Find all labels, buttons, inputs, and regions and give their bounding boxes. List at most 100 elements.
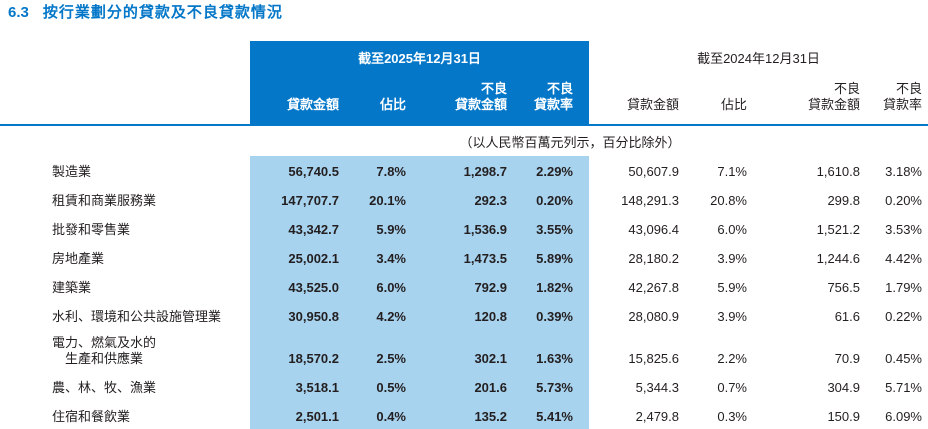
column-header-line2: 貸款金額: [626, 97, 679, 112]
npl-ratio-2024: 1.79%: [885, 280, 922, 295]
loan-amount-2024: 2,479.8: [635, 409, 679, 424]
column-headers: 貸款金額 佔比 不良 貸款金額 不良 貸款率 貸款金額 佔比 不良 貸款金額 不良 貸款率: [0, 81, 928, 124]
npl-ratio-2025: 1.63%: [536, 351, 573, 366]
npl-amount-2024: 1,244.6: [816, 251, 860, 266]
column-header-npl-amount-2024: 不良 貸款金額: [747, 81, 860, 124]
industry-label-line: 住宿和餐飲業: [52, 409, 131, 424]
column-header-line1: 不良: [895, 81, 922, 96]
loan-amount-2024: 15,825.6: [628, 351, 679, 366]
proportion-2024: 0.3%: [717, 409, 747, 424]
loan-amount-2025: 56,740.5: [288, 164, 339, 179]
column-header-line2: 貸款率: [533, 97, 573, 112]
industry-label: 房地產業: [0, 251, 250, 272]
npl-ratio-2025: 5.89%: [536, 251, 573, 266]
npl-amount-2025: 1,536.9: [463, 222, 507, 237]
loan-amount-2024: 43,096.4: [628, 222, 679, 237]
npl-ratio-2025: 2.29%: [536, 164, 573, 179]
npl-amount-2025: 135.2: [474, 409, 507, 424]
column-header-line1: 不良: [480, 81, 507, 96]
values-2025: 2,501.1 0.4% 135.2 5.41%: [250, 401, 589, 429]
industry-label: 農、林、牧、漁業: [0, 380, 250, 401]
values-2024: 5,344.3 0.7% 304.9 5.71%: [589, 372, 928, 401]
proportion-2024: 2.2%: [717, 351, 747, 366]
npl-ratio-2025: 5.41%: [536, 409, 573, 424]
npl-amount-2024: 304.9: [827, 380, 860, 395]
proportion-2024: 7.1%: [717, 164, 747, 179]
npl-amount-2025: 120.8: [474, 309, 507, 324]
industry-label-line: 建築業: [52, 280, 92, 295]
table-row: 電力、燃氣及水的 生產和供應業 18,570.2 2.5% 302.1 1.63% 15,8…: [0, 330, 928, 372]
period-header-2025: 截至2025年12月31日: [358, 51, 481, 66]
npl-ratio-2025: 1.82%: [536, 280, 573, 295]
npl-ratio-2025: 5.73%: [536, 380, 573, 395]
values-2024: 42,267.8 5.9% 756.5 1.79%: [589, 272, 928, 301]
unit-note-row: （以人民幣百萬元列示，百分比除外）: [0, 126, 928, 156]
values-2025: 30,950.8 4.2% 120.8 0.39%: [250, 301, 589, 330]
npl-ratio-2025: 3.55%: [536, 222, 573, 237]
npl-amount-2024: 1,521.2: [816, 222, 860, 237]
npl-ratio-2024: 6.09%: [885, 409, 922, 424]
loan-amount-2024: 50,607.9: [628, 164, 679, 179]
industry-label-line: 租賃和商業服務業: [52, 193, 157, 208]
industry-label-line: 水利、環境和公共設施管理業: [52, 309, 222, 324]
table-row: 住宿和餐飲業 2,501.1 0.4% 135.2 5.41% 2,479.8 0.3% 15…: [0, 401, 928, 429]
column-header-proportion-2024: 佔比: [679, 81, 747, 124]
npl-amount-2024: 61.6: [834, 309, 860, 324]
column-header-line2: 貸款金額: [286, 97, 339, 112]
values-2025: 25,002.1 3.4% 1,473.5 5.89%: [250, 243, 589, 272]
loan-amount-2025: 25,002.1: [288, 251, 339, 266]
values-2025: 3,518.1 0.5% 201.6 5.73%: [250, 372, 589, 401]
column-header-line2: 佔比: [720, 97, 747, 112]
loan-amount-2024: 28,180.2: [628, 251, 679, 266]
values-2024: 15,825.6 2.2% 70.9 0.45%: [589, 330, 928, 372]
label-column-spacer: [0, 81, 250, 124]
column-header-line2: 佔比: [379, 97, 406, 112]
npl-ratio-2024: 0.22%: [885, 309, 922, 324]
industry-label: 住宿和餐飲業: [0, 409, 250, 429]
industry-label-line: 房地產業: [52, 251, 105, 266]
values-2025: 147,707.7 20.1% 292.3 0.20%: [250, 185, 589, 214]
loan-amount-2025: 18,570.2: [288, 351, 339, 366]
npl-ratio-2024: 0.45%: [885, 351, 922, 366]
proportion-2025: 2.5%: [376, 351, 406, 366]
table-row: 租賃和商業服務業 147,707.7 20.1% 292.3 0.20% 148,291.…: [0, 185, 928, 214]
values-2024: 2,479.8 0.3% 150.9 6.09%: [589, 401, 928, 429]
column-header-line1: 不良: [833, 81, 860, 96]
loan-amount-2024: 148,291.3: [621, 193, 679, 208]
values-2024: 28,080.9 3.9% 61.6 0.22%: [589, 301, 928, 330]
column-header-line2: 貸款率: [882, 97, 922, 112]
table-header: 截至2025年12月31日 截至2024年12月31日 貸款金額 佔比 不良 貸款金額…: [0, 41, 928, 124]
table-row: 批發和零售業 43,342.7 5.9% 1,536.9 3.55% 43,096.4 6.…: [0, 214, 928, 243]
proportion-2025: 0.5%: [376, 380, 406, 395]
column-header-npl-amount-2025: 不良 貸款金額: [406, 81, 507, 124]
table-row: 水利、環境和公共設施管理業 30,950.8 4.2% 120.8 0.39% 28,08…: [0, 301, 928, 330]
section-title: 6.3 按行業劃分的貸款及不良貸款情況: [0, 0, 928, 41]
period-header-2024: 截至2024年12月31日: [697, 51, 820, 66]
npl-amount-2025: 1,473.5: [463, 251, 507, 266]
npl-amount-2025: 302.1: [474, 351, 507, 366]
unit-note: （以人民幣百萬元列示，百分比除外）: [459, 134, 681, 150]
column-header-line2: 貸款金額: [807, 97, 860, 112]
industry-label: 水利、環境和公共設施管理業: [0, 309, 250, 330]
loan-amount-2025: 43,525.0: [288, 280, 339, 295]
industry-label-line: 製造業: [52, 164, 92, 179]
npl-ratio-2025: 0.39%: [536, 309, 573, 324]
npl-amount-2024: 70.9: [834, 351, 860, 366]
npl-amount-2024: 1,610.8: [816, 164, 860, 179]
industry-label-line: 電力、燃氣及水的: [52, 335, 157, 350]
values-2024: 50,607.9 7.1% 1,610.8 3.18%: [589, 156, 928, 185]
npl-amount-2024: 150.9: [827, 409, 860, 424]
loans-by-industry-table: 截至2025年12月31日 截至2024年12月31日 貸款金額 佔比 不良 貸款金額…: [0, 41, 928, 429]
proportion-2025: 6.0%: [376, 280, 406, 295]
proportion-2024: 20.8%: [710, 193, 747, 208]
table-row: 房地產業 25,002.1 3.4% 1,473.5 5.89% 28,180.2 3.9%…: [0, 243, 928, 272]
industry-label: 批發和零售業: [0, 222, 250, 243]
values-2025: 43,525.0 6.0% 792.9 1.82%: [250, 272, 589, 301]
loan-amount-2024: 5,344.3: [635, 380, 679, 395]
values-2025: 56,740.5 7.8% 1,298.7 2.29%: [250, 156, 589, 185]
loan-amount-2024: 28,080.9: [628, 309, 679, 324]
column-header-line1: 不良: [546, 81, 573, 96]
industry-label-line: 批發和零售業: [52, 222, 131, 237]
column-header-loan-amount-2024: 貸款金額: [589, 81, 679, 124]
column-header-npl-ratio-2025: 不良 貸款率: [507, 81, 573, 124]
